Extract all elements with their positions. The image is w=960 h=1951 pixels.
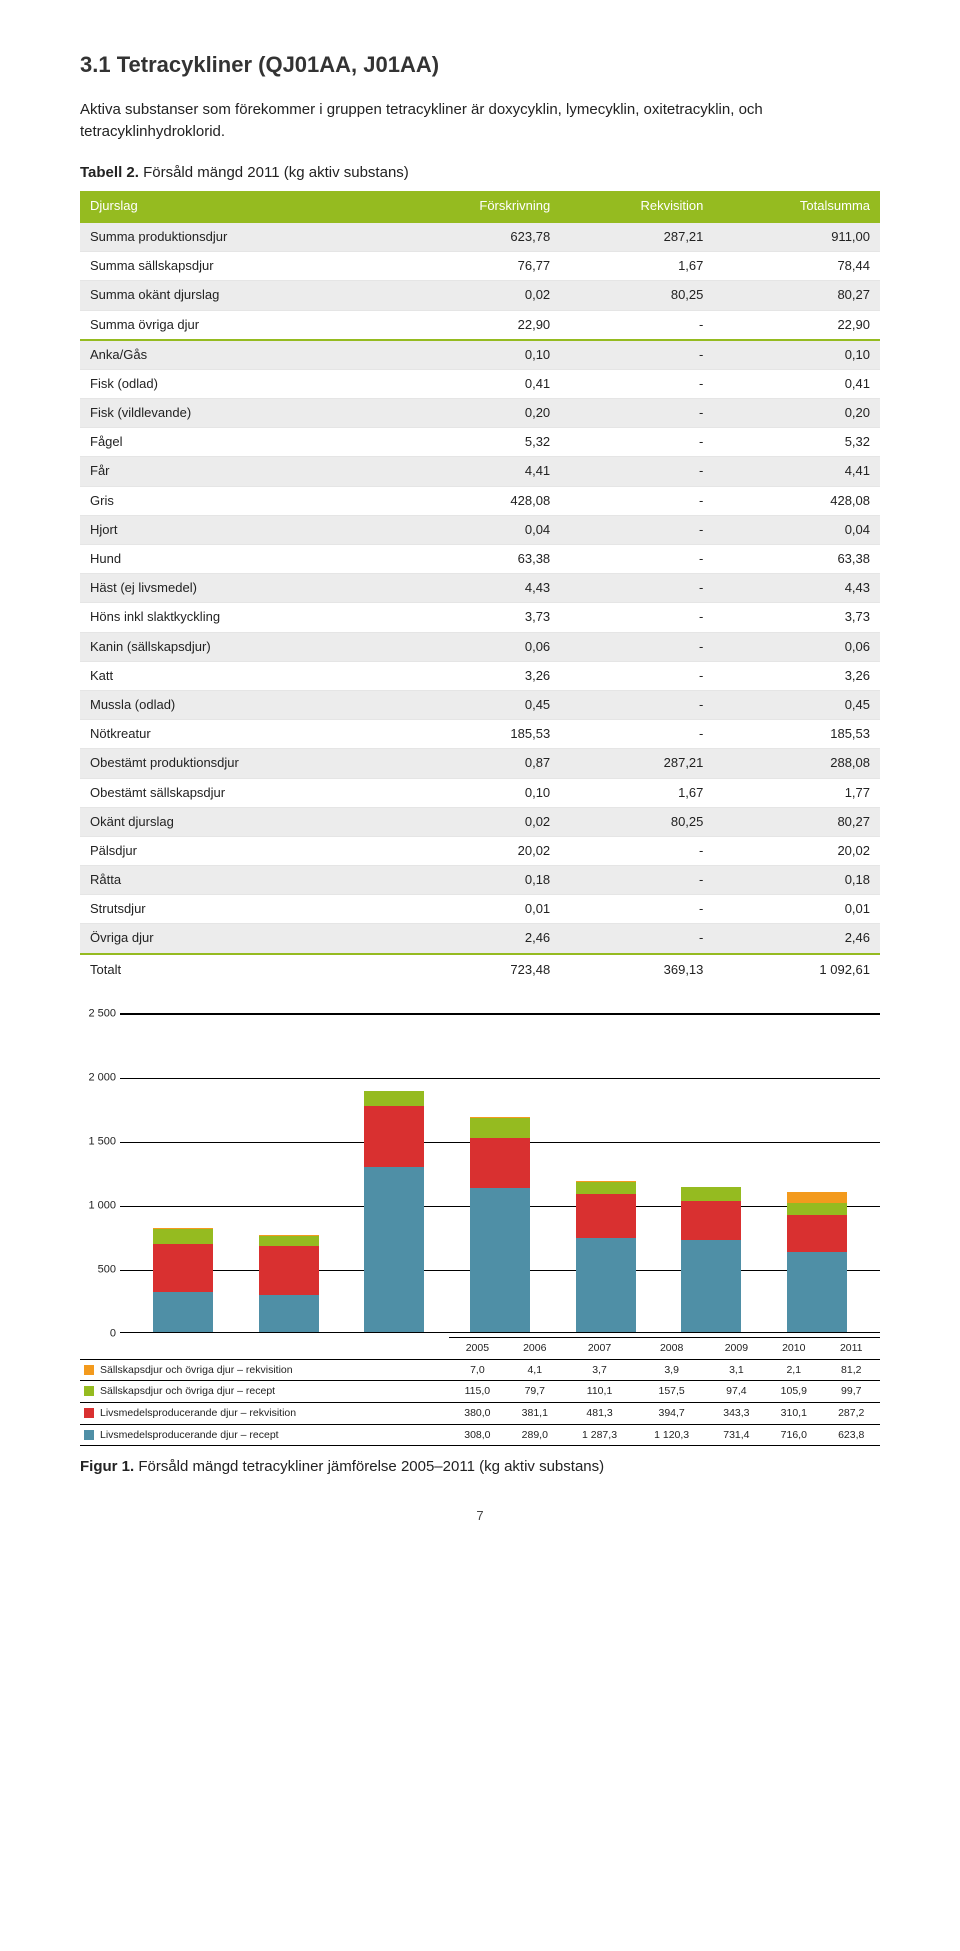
y-axis-label: 2 500 xyxy=(80,1006,116,1021)
bar-segment xyxy=(364,1106,424,1168)
figure-caption-rest: Försåld mängd tetracykliner jämförelse 2… xyxy=(134,1458,604,1475)
bar xyxy=(576,1181,636,1331)
table-row: Råtta0,18-0,18 xyxy=(80,866,880,895)
bar-segment xyxy=(681,1201,741,1241)
legend-swatch xyxy=(84,1386,94,1396)
table-row: Fågel5,32-5,32 xyxy=(80,428,880,457)
legend-label: Livsmedelsproducerande djur – recept xyxy=(100,1429,279,1441)
col-h1: Förskrivning xyxy=(392,191,560,222)
bar-segment xyxy=(259,1246,319,1295)
legend-swatch xyxy=(84,1430,94,1440)
table-row: Strutsdjur0,01-0,01 xyxy=(80,895,880,924)
chart-x-label: 2010 xyxy=(765,1337,822,1359)
legend-swatch xyxy=(84,1365,94,1375)
table-caption: Tabell 2. Försåld mängd 2011 (kg aktiv s… xyxy=(80,162,880,183)
table-row: Får4,41-4,41 xyxy=(80,457,880,486)
table-row: Pälsdjur20,02-20,02 xyxy=(80,836,880,865)
bar xyxy=(470,1117,530,1332)
y-axis-label: 1 500 xyxy=(80,1134,116,1149)
bar-segment xyxy=(576,1194,636,1238)
table-row: Katt3,26-3,26 xyxy=(80,661,880,690)
chart-x-label: 2008 xyxy=(636,1337,708,1359)
bar-segment xyxy=(364,1167,424,1332)
y-axis-label: 500 xyxy=(80,1262,116,1277)
chart-x-label: 2006 xyxy=(506,1337,563,1359)
table-row: Summa övriga djur22,90-22,90 xyxy=(80,310,880,340)
chart-wrap: 05001 0001 5002 0002 500 200520062007200… xyxy=(80,1013,880,1477)
legend-label: Livsmedelsproducerande djur – rekvisitio… xyxy=(100,1407,296,1419)
page-number: 7 xyxy=(80,1507,880,1525)
col-h0: Djurslag xyxy=(80,191,392,222)
bar-segment xyxy=(787,1252,847,1332)
table-row: Övriga djur2,46-2,46 xyxy=(80,924,880,954)
table-row: Obestämt produktionsdjur0,87287,21288,08 xyxy=(80,749,880,778)
bar-segment xyxy=(787,1192,847,1202)
table-row: Gris428,08-428,08 xyxy=(80,486,880,515)
y-axis-label: 1 000 xyxy=(80,1198,116,1213)
bar-segment xyxy=(470,1138,530,1189)
bar xyxy=(681,1187,741,1332)
table-row: Fisk (odlad)0,41-0,41 xyxy=(80,369,880,398)
table-row: Nötkreatur185,53-185,53 xyxy=(80,720,880,749)
bar xyxy=(364,1091,424,1332)
bar-segment xyxy=(470,1118,530,1138)
bar-segment xyxy=(364,1091,424,1105)
table-row: Häst (ej livsmedel)4,43-4,43 xyxy=(80,574,880,603)
bar-segment xyxy=(259,1236,319,1246)
col-h2: Rekvisition xyxy=(560,191,713,222)
legend-label: Sällskapsdjur och övriga djur – rekvisit… xyxy=(100,1364,293,1376)
table-row: Kanin (sällskapsdjur)0,06-0,06 xyxy=(80,632,880,661)
chart-series-row: Livsmedelsproducerande djur – rekvisitio… xyxy=(80,1402,880,1424)
table-row: Mussla (odlad)0,45-0,45 xyxy=(80,690,880,719)
bar-segment xyxy=(153,1229,213,1244)
table-row: Summa sällskapsdjur76,771,6778,44 xyxy=(80,252,880,281)
chart-x-label: 2009 xyxy=(708,1337,765,1359)
table-row: Obestämt sällskapsdjur0,101,671,77 xyxy=(80,778,880,807)
bar-segment xyxy=(576,1182,636,1194)
bar-segment xyxy=(153,1292,213,1331)
table-row: Hund63,38-63,38 xyxy=(80,545,880,574)
bar-segment xyxy=(681,1187,741,1201)
table-row: Summa produktionsdjur623,78287,21911,00 xyxy=(80,222,880,252)
bar-segment xyxy=(787,1215,847,1252)
bar-segment xyxy=(470,1188,530,1331)
table-caption-rest: Försåld mängd 2011 (kg aktiv substans) xyxy=(139,164,409,181)
table-row: Summa okänt djurslag0,0280,2580,27 xyxy=(80,281,880,310)
bar-segment xyxy=(681,1240,741,1332)
chart-series-row: Sällskapsdjur och övriga djur – recept11… xyxy=(80,1381,880,1403)
legend-swatch xyxy=(84,1408,94,1418)
table-row: Anka/Gås0,10-0,10 xyxy=(80,340,880,370)
table-row: Höns inkl slaktkyckling3,73-3,73 xyxy=(80,603,880,632)
table-row: Fisk (vildlevande)0,20-0,20 xyxy=(80,399,880,428)
figure-caption-bold: Figur 1. xyxy=(80,1458,134,1475)
chart-x-label: 2011 xyxy=(822,1337,880,1359)
table-row: Okänt djurslag0,0280,2580,27 xyxy=(80,807,880,836)
bar xyxy=(259,1235,319,1331)
chart-data-table: 2005200620072008200920102011 Sällskapsdju… xyxy=(80,1337,880,1446)
bar xyxy=(787,1192,847,1332)
chart-series-row: Sällskapsdjur och övriga djur – rekvisit… xyxy=(80,1359,880,1381)
figure-caption: Figur 1. Försåld mängd tetracykliner jäm… xyxy=(80,1456,880,1477)
table-row-total: Totalt723,48369,131 092,61 xyxy=(80,954,880,985)
bar-chart: 05001 0001 5002 0002 500 xyxy=(120,1013,880,1333)
y-axis-label: 2 000 xyxy=(80,1070,116,1085)
legend-label: Sällskapsdjur och övriga djur – recept xyxy=(100,1385,275,1397)
bar-segment xyxy=(259,1295,319,1332)
col-h3: Totalsumma xyxy=(713,191,880,222)
table-caption-bold: Tabell 2. xyxy=(80,164,139,181)
section-title: 3.1 Tetracykliner (QJ01AA, J01AA) xyxy=(80,50,880,81)
section-intro: Aktiva substanser som förekommer i grupp… xyxy=(80,99,880,144)
data-table: Djurslag Förskrivning Rekvisition Totals… xyxy=(80,191,880,985)
chart-series-row: Livsmedelsproducerande djur – recept308,… xyxy=(80,1424,880,1446)
bar-segment xyxy=(787,1203,847,1216)
bar-segment xyxy=(153,1244,213,1293)
bar xyxy=(153,1228,213,1332)
chart-x-label: 2005 xyxy=(449,1337,506,1359)
table-row: Hjort0,04-0,04 xyxy=(80,515,880,544)
bar-segment xyxy=(576,1238,636,1332)
chart-x-label: 2007 xyxy=(563,1337,635,1359)
y-axis-label: 0 xyxy=(80,1326,116,1341)
